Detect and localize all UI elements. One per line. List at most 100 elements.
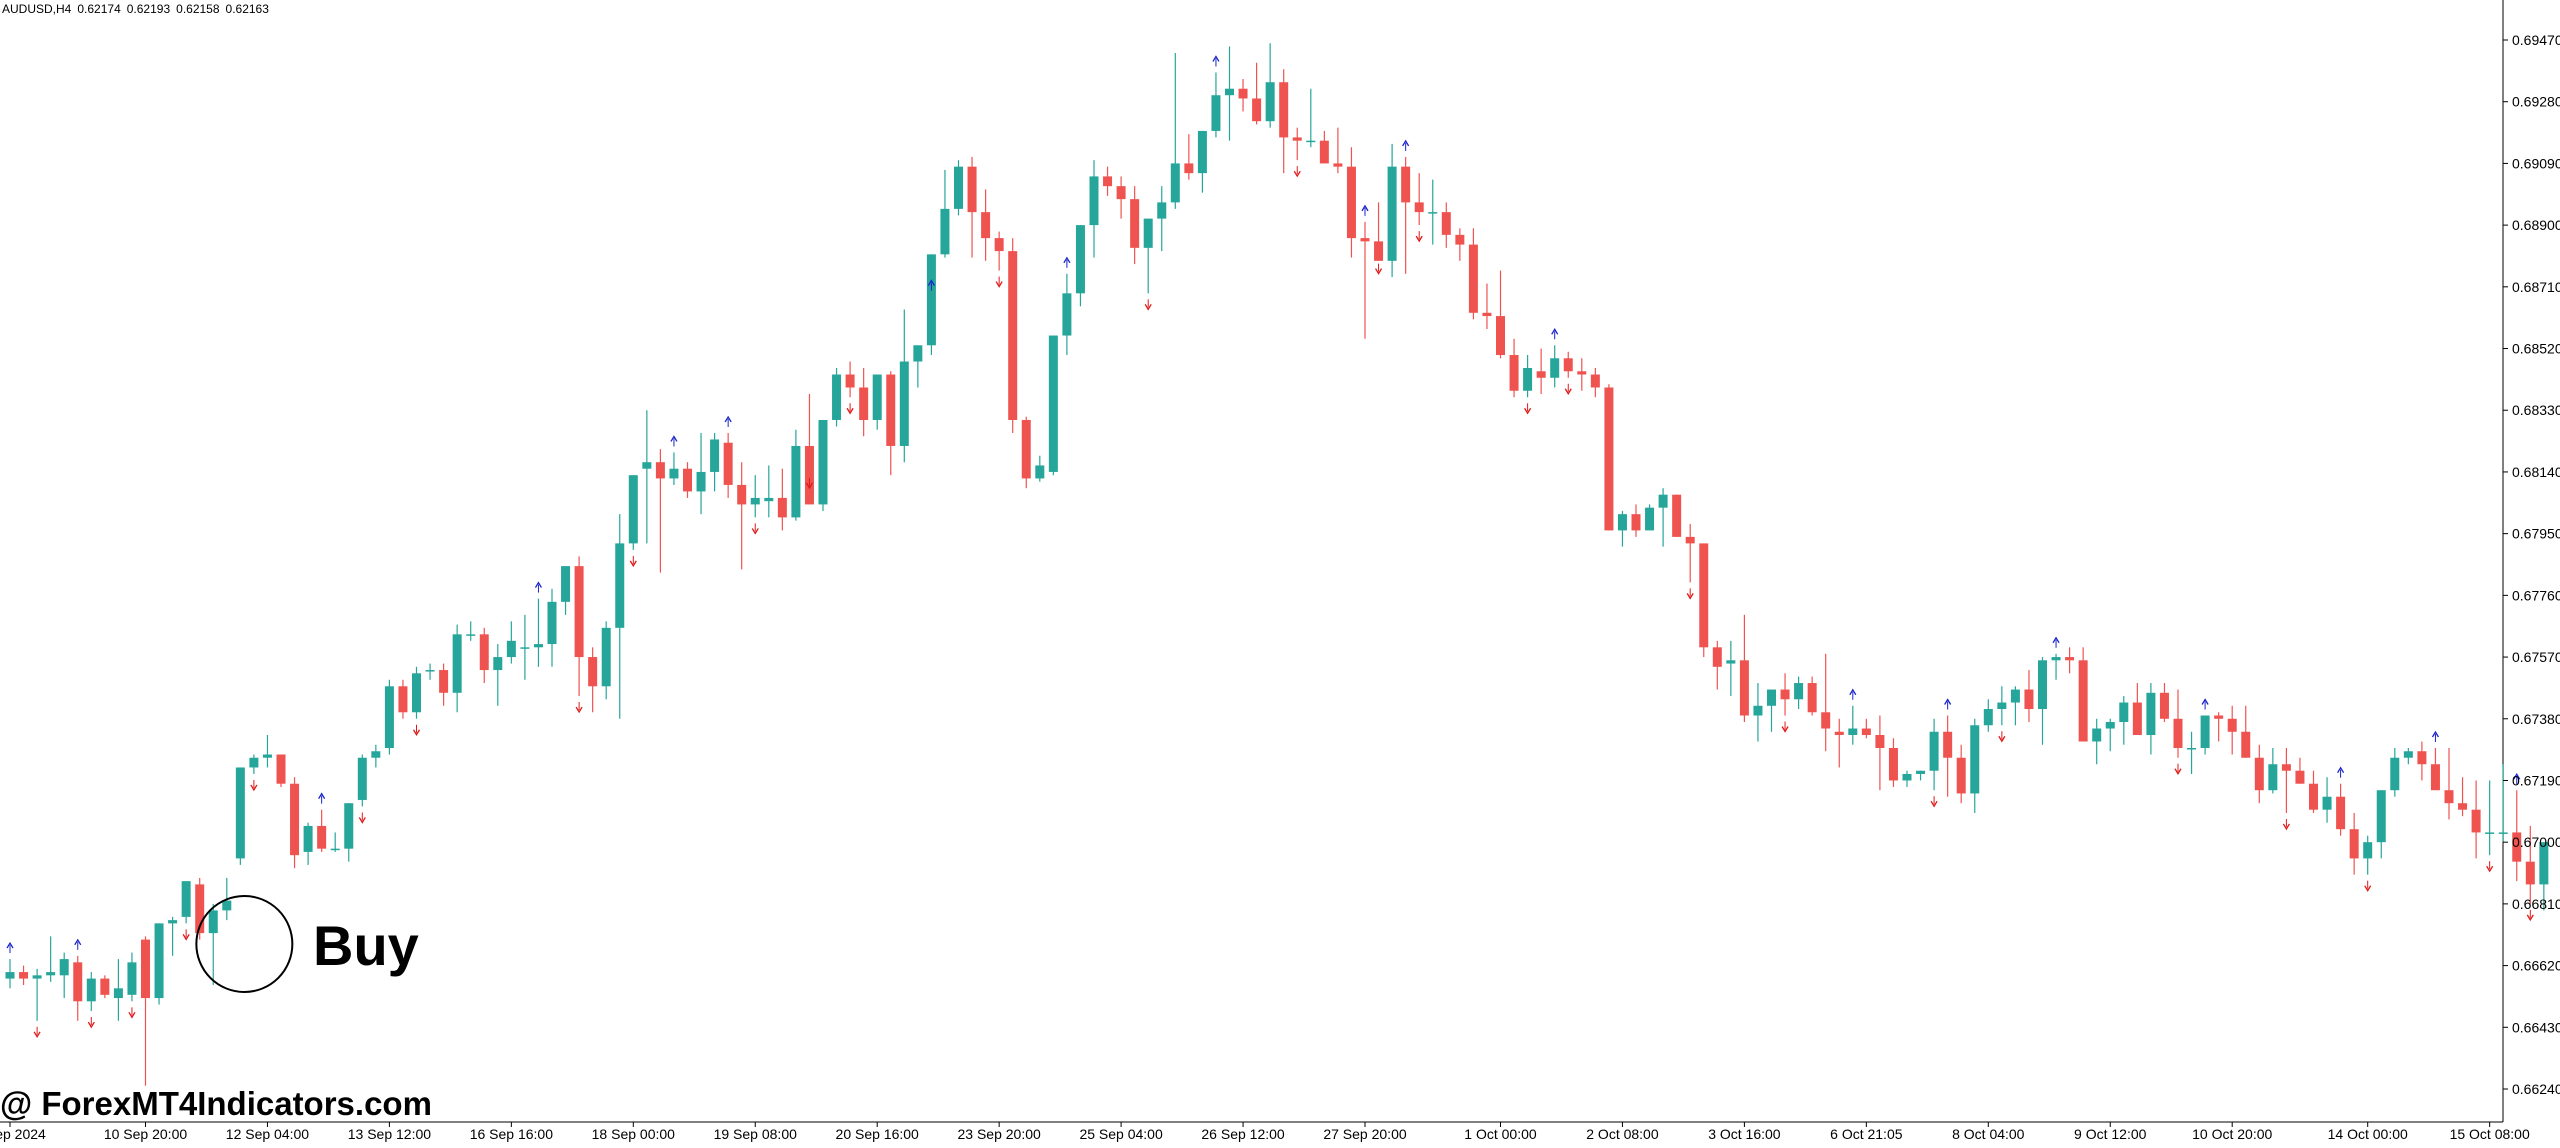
candle-body xyxy=(1617,514,1627,531)
time-tick-label: 18 Sep 00:00 xyxy=(592,1126,676,1142)
down-arrow-icon xyxy=(1524,403,1532,415)
candle-body xyxy=(1103,176,1113,187)
candle xyxy=(1225,46,1234,141)
candle xyxy=(1916,770,1926,781)
candle xyxy=(195,877,205,940)
candle xyxy=(1550,345,1560,388)
candle-body xyxy=(1252,98,1262,122)
candle xyxy=(100,975,110,999)
candle-body xyxy=(1482,312,1492,317)
candle-body xyxy=(1048,335,1058,472)
price-tick-label: 0.68140 xyxy=(2512,464,2560,480)
time-tick-label: 16 Sep 16:00 xyxy=(470,1126,554,1142)
candle xyxy=(2525,825,2535,904)
candle xyxy=(2376,790,2386,859)
candle xyxy=(1970,718,1980,813)
candle-body xyxy=(561,566,571,602)
low-price: 0.62158 xyxy=(176,2,220,16)
candle xyxy=(1401,156,1411,274)
candle-body xyxy=(46,972,56,976)
price-tick-label: 0.67950 xyxy=(2512,526,2560,542)
candle xyxy=(1428,179,1438,245)
candle xyxy=(777,468,787,531)
candle-body xyxy=(1306,140,1316,143)
candle-body xyxy=(791,445,801,518)
candle-body xyxy=(1441,212,1451,235)
candle xyxy=(642,410,652,544)
close-price: 0.62163 xyxy=(225,2,269,16)
candle-body xyxy=(1712,647,1722,667)
candle-body xyxy=(141,939,150,999)
candle-body xyxy=(208,910,218,934)
candle xyxy=(1021,416,1031,489)
price-axis: 0.69470 0.69280 0.69090 0.68900 0.68710 0.685… xyxy=(2503,32,2560,1097)
candle xyxy=(1902,770,1912,787)
candle xyxy=(2254,744,2264,804)
down-arrow-icon xyxy=(1293,166,1301,178)
candle-body xyxy=(2010,689,2020,703)
candle-body xyxy=(764,497,774,502)
down-arrow-icon xyxy=(128,1007,136,1019)
candle-body xyxy=(1645,507,1655,531)
up-arrow-icon xyxy=(74,938,82,950)
price-tick-label: 0.68520 xyxy=(2512,341,2560,357)
candle xyxy=(1604,384,1614,531)
candle-body xyxy=(1455,234,1465,245)
candle xyxy=(1888,738,1898,787)
candle xyxy=(696,432,706,515)
down-arrow-icon xyxy=(1930,796,1938,808)
candle xyxy=(86,972,96,1012)
down-arrow-icon xyxy=(358,812,366,824)
candle-body xyxy=(1116,186,1126,200)
candle xyxy=(1983,699,1993,732)
up-arrow-icon xyxy=(1361,204,1369,216)
candle xyxy=(1780,673,1790,716)
candle xyxy=(1577,358,1587,391)
candle xyxy=(439,663,449,706)
time-tick-label: 10 Oct 20:00 xyxy=(2192,1126,2272,1142)
candle xyxy=(1360,221,1370,339)
time-tick-label: 19 Sep 08:00 xyxy=(714,1126,798,1142)
candle xyxy=(683,462,692,498)
candle xyxy=(1143,218,1153,294)
candle xyxy=(2119,696,2129,745)
candle xyxy=(2024,670,2034,723)
price-tick-label: 0.69280 xyxy=(2512,94,2560,110)
candle xyxy=(1197,130,1207,193)
candle xyxy=(588,647,598,713)
candle xyxy=(1821,653,1831,752)
candle-body xyxy=(2281,764,2291,771)
price-tick-label: 0.67190 xyxy=(2512,772,2560,788)
candle-body xyxy=(2038,660,2047,710)
candle-body xyxy=(1333,163,1343,167)
candle-body xyxy=(2444,790,2454,804)
candle-body xyxy=(2146,692,2156,736)
symbol-header: AUDUSD,H4 0.62174 0.62193 0.62158 0.62163 xyxy=(2,2,275,16)
candle xyxy=(1252,62,1262,125)
candle xyxy=(2309,770,2318,813)
candle-body xyxy=(2376,790,2386,843)
candle xyxy=(330,832,340,852)
candle-body xyxy=(1197,130,1207,174)
candle xyxy=(1509,338,1519,398)
candle xyxy=(669,452,679,485)
candle xyxy=(1712,640,1722,690)
candle xyxy=(303,822,313,865)
candle xyxy=(1563,351,1573,378)
candle xyxy=(466,621,476,641)
candle xyxy=(940,169,950,258)
candle xyxy=(493,644,503,706)
candle-body xyxy=(683,468,692,492)
up-arrow-icon xyxy=(1212,55,1220,67)
candle-body xyxy=(1916,770,1926,774)
candle xyxy=(764,465,774,518)
candle-body xyxy=(506,640,516,658)
buy-circle-marker xyxy=(195,895,294,993)
candle xyxy=(1157,186,1167,252)
candle-body xyxy=(1861,728,1871,736)
candle-body xyxy=(859,387,869,420)
candle-body xyxy=(398,686,408,713)
candle-body xyxy=(195,884,205,934)
candle xyxy=(154,923,164,1005)
candle-body xyxy=(1008,251,1018,420)
